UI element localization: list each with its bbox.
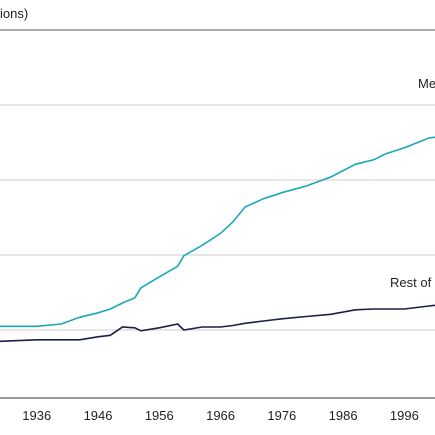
series-label: Me (418, 76, 435, 91)
x-tick-label: 1966 (206, 408, 235, 423)
x-tick-label: 1996 (390, 408, 419, 423)
x-tick-label: 1936 (22, 408, 51, 423)
x-tick-label: 1956 (145, 408, 174, 423)
chart-title: ions) (0, 6, 28, 21)
x-tick-label: 1986 (329, 408, 358, 423)
series-line (0, 304, 435, 343)
x-tick-label: 1946 (84, 408, 113, 423)
series-line (0, 136, 435, 328)
x-tick-label: 1976 (267, 408, 296, 423)
series-label: Rest of (390, 275, 432, 290)
